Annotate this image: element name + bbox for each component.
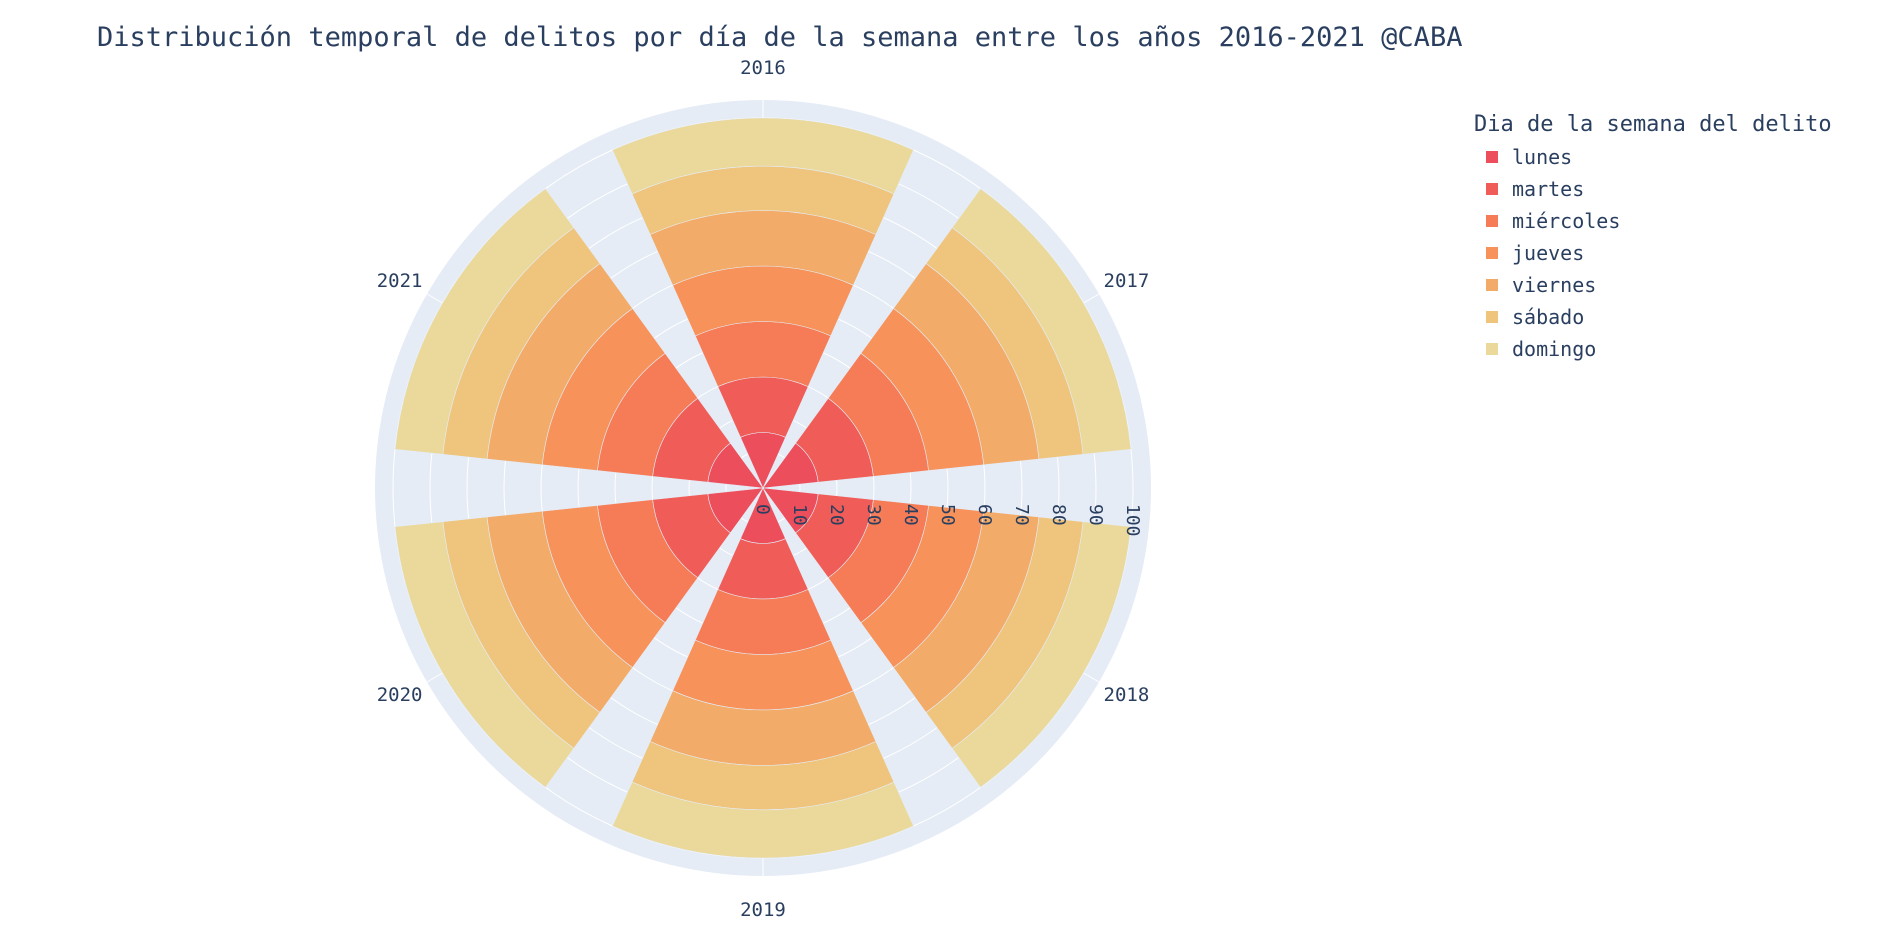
legend-swatch [1486,215,1498,227]
legend-title: Dia de la semana del delito [1474,112,1832,137]
legend-label: lunes [1512,145,1573,169]
legend-item[interactable]: miércoles [1474,205,1832,237]
legend-swatch [1486,343,1498,355]
radial-tick-label: 10 [789,504,810,526]
legend-swatch [1486,247,1498,259]
radial-tick-label: 50 [937,504,958,526]
legend-swatch [1486,183,1498,195]
legend-swatch [1486,151,1498,163]
angular-category-label: 2020 [377,684,423,706]
radial-tick-label: 100 [1122,504,1143,537]
bar-segment [694,589,832,655]
radial-tick-label: 20 [826,504,847,526]
radial-tick-label: 0 [752,504,773,515]
legend-item[interactable]: martes [1474,173,1832,205]
radial-tick-label: 80 [1048,504,1069,526]
angular-category-label: 2019 [740,899,786,921]
legend-item[interactable]: domingo [1474,333,1832,365]
legend: Dia de la semana del delito lunes martes m… [1474,112,1832,365]
legend-item[interactable]: viernes [1474,269,1832,301]
legend-label: domingo [1512,337,1597,361]
radial-tick-label: 40 [900,504,921,526]
angular-category-label: 2018 [1104,684,1150,706]
angular-category-label: 2021 [377,270,423,292]
bar-segment [612,781,914,859]
legend-items: lunes martes miércoles jueves viernes sábado d… [1474,141,1832,365]
radial-tick-label: 90 [1085,504,1106,526]
bar-segment [394,188,575,455]
legend-item[interactable]: sábado [1474,301,1832,333]
legend-label: sábado [1512,305,1585,329]
radial-tick-label: 70 [1011,504,1032,526]
angular-category-label: 2017 [1104,270,1150,292]
chart-title: Distribución temporal de delitos por día… [97,22,1463,53]
bar-segment [694,321,832,387]
angular-category-label: 2016 [740,57,786,79]
legend-label: jueves [1512,241,1585,265]
radial-tick-label: 60 [974,504,995,526]
bar-segment [951,188,1132,455]
legend-label: martes [1512,177,1585,201]
bar-segment [394,521,575,788]
legend-swatch [1486,279,1498,291]
radial-tick-label: 30 [863,504,884,526]
bar-segment [612,117,914,195]
legend-swatch [1486,311,1498,323]
legend-label: miércoles [1512,209,1621,233]
bar-segment [951,521,1132,788]
legend-item[interactable]: jueves [1474,237,1832,269]
legend-item[interactable]: lunes [1474,141,1832,173]
legend-label: viernes [1512,273,1597,297]
